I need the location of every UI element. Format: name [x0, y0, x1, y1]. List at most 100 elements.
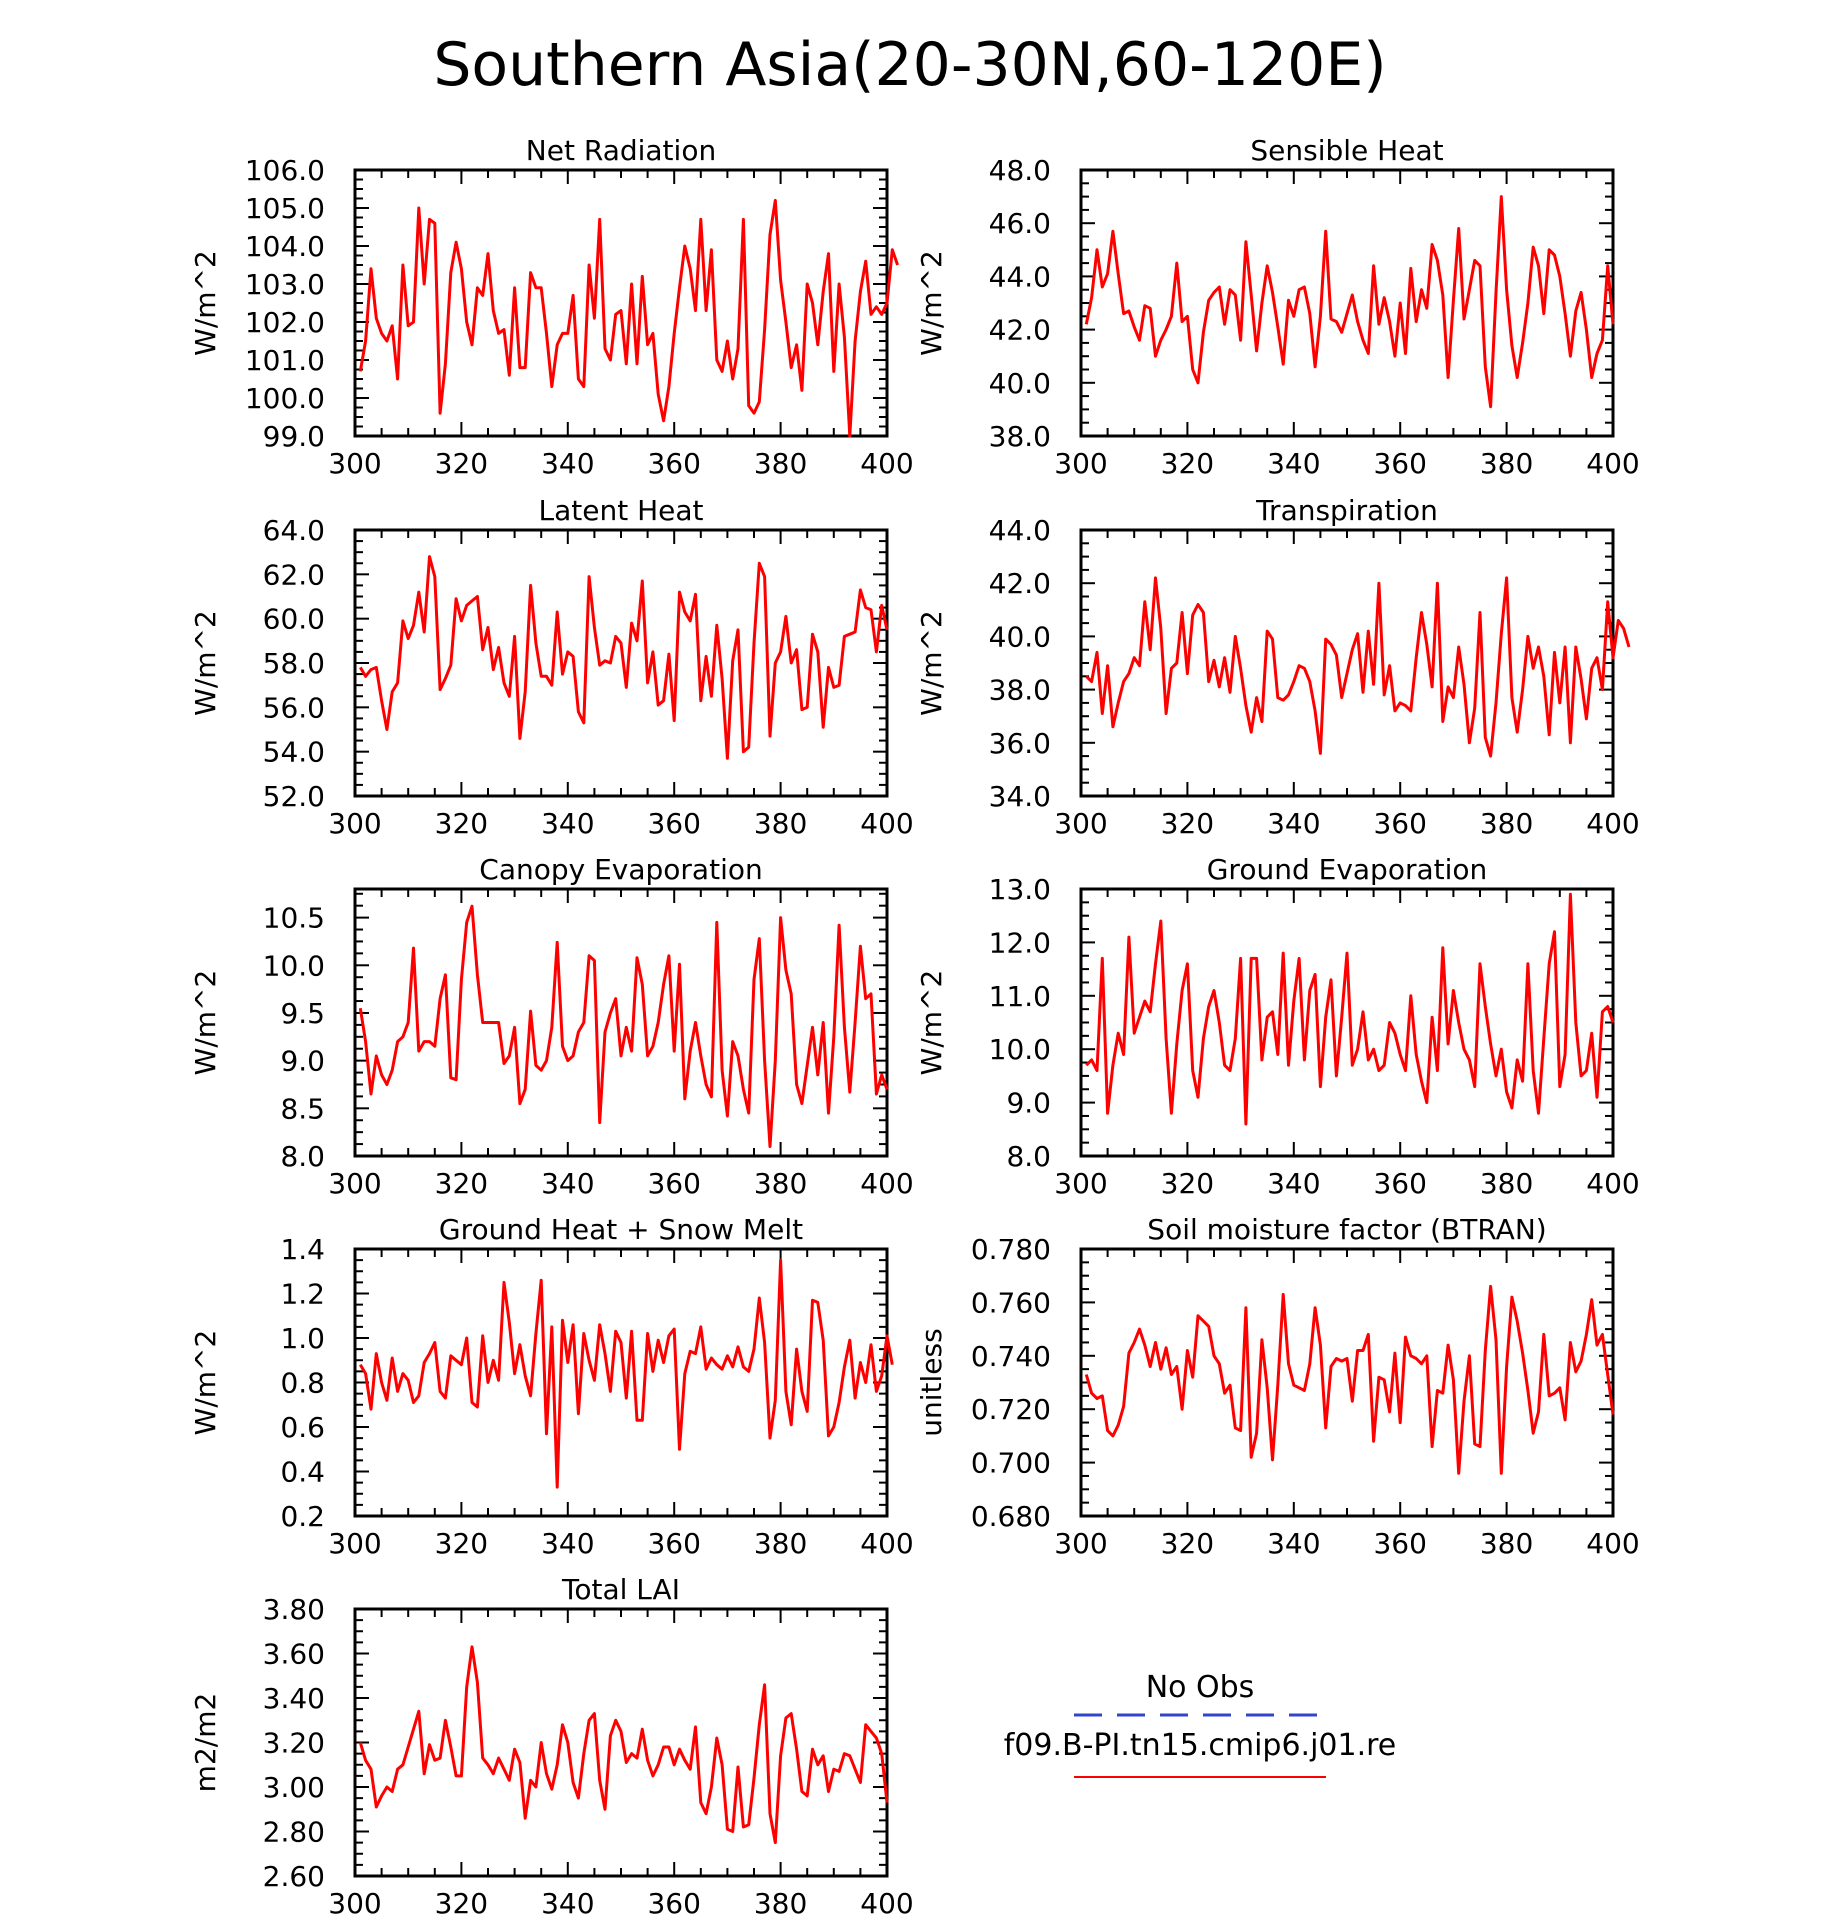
chart-title: Transpiration	[1255, 494, 1438, 527]
series-line	[1085, 576, 1631, 758]
x-tick-label: 340	[541, 807, 594, 840]
y-tick-label: 44.0	[989, 514, 1051, 547]
y-axis-label: W/m^2	[189, 1330, 222, 1436]
series-line	[358, 1645, 889, 1845]
figure-title: Southern Asia(20-30N,60-120E)	[433, 30, 1386, 100]
x-tick-label: 360	[1373, 447, 1426, 480]
y-tick-label: 2.60	[263, 1860, 325, 1893]
y-tick-label: 1.4	[280, 1233, 325, 1266]
y-tick-label: 60.0	[263, 603, 325, 636]
chart-panel: 300 320 340 360 380 400 34.0 36.0 38.0 40.0 42.0 44…	[915, 494, 1640, 840]
y-tick-label: 3.20	[263, 1727, 325, 1760]
y-axis-label: W/m^2	[189, 610, 222, 716]
y-tick-label: 100.0	[245, 382, 325, 415]
chart-panel: 300 320 340 360 380 400 8.0 9.0 10.0 11.0 12.0 13.0…	[915, 853, 1640, 1200]
x-tick-label: 340	[1267, 1167, 1320, 1200]
x-tick-label: 360	[647, 1527, 700, 1560]
y-tick-label: 99.0	[263, 420, 325, 453]
y-tick-label: 1.2	[280, 1278, 325, 1311]
x-tick-label: 300	[328, 447, 381, 480]
y-tick-label: 3.60	[263, 1638, 325, 1671]
y-tick-label: 0.680	[971, 1500, 1051, 1533]
y-tick-label: 12.0	[989, 926, 1051, 959]
y-tick-label: 38.0	[989, 420, 1051, 453]
series-line	[358, 904, 889, 1148]
x-tick-label: 400	[1586, 1167, 1639, 1200]
x-tick-label: 340	[1267, 447, 1320, 480]
y-tick-label: 1.0	[280, 1322, 325, 1355]
y-tick-label: 10.0	[989, 1033, 1051, 1066]
y-axis-label: unitless	[915, 1328, 948, 1436]
series-line	[359, 1258, 894, 1489]
y-tick-label: 0.760	[971, 1286, 1051, 1319]
y-tick-label: 0.2	[280, 1500, 325, 1533]
chart-title: Canopy Evaporation	[479, 853, 762, 886]
x-tick-label: 380	[754, 1527, 807, 1560]
y-tick-label: 0.8	[280, 1367, 325, 1400]
x-tick-label: 320	[435, 1887, 488, 1920]
legend-obs-label: No Obs	[1146, 1670, 1255, 1705]
x-tick-label: 300	[328, 1527, 381, 1560]
x-tick-label: 380	[754, 807, 807, 840]
y-tick-label: 0.740	[971, 1340, 1051, 1373]
y-tick-label: 10.5	[263, 902, 325, 935]
y-tick-label: 8.0	[1006, 1140, 1051, 1173]
y-tick-label: 0.780	[971, 1233, 1051, 1266]
x-tick-label: 380	[1480, 1527, 1533, 1560]
x-tick-label: 320	[1161, 1167, 1214, 1200]
y-tick-label: 0.720	[971, 1393, 1051, 1426]
y-tick-label: 34.0	[989, 780, 1051, 813]
x-tick-label: 360	[1373, 1167, 1426, 1200]
y-tick-label: 0.700	[971, 1447, 1051, 1480]
x-tick-label: 400	[1586, 807, 1639, 840]
x-tick-label: 400	[860, 807, 913, 840]
y-tick-label: 3.40	[263, 1682, 325, 1715]
x-tick-label: 380	[754, 1167, 807, 1200]
x-tick-label: 340	[541, 1527, 594, 1560]
y-tick-label: 3.80	[263, 1593, 325, 1626]
x-tick-label: 400	[1586, 1527, 1639, 1560]
y-tick-label: 8.0	[280, 1140, 325, 1173]
chart-title: Total LAI	[561, 1573, 680, 1606]
y-tick-label: 0.6	[280, 1411, 325, 1444]
plot-frame	[353, 887, 889, 1158]
y-tick-label: 11.0	[989, 980, 1051, 1013]
x-tick-label: 380	[754, 447, 807, 480]
plot-frame	[1079, 1247, 1615, 1518]
y-tick-label: 42.0	[989, 314, 1051, 347]
y-tick-label: 3.00	[263, 1771, 325, 1804]
y-tick-label: 40.0	[989, 367, 1051, 400]
x-tick-label: 400	[1586, 447, 1639, 480]
chart-title: Soil moisture factor (BTRAN)	[1147, 1213, 1546, 1246]
x-tick-label: 400	[860, 1887, 913, 1920]
y-tick-label: 54.0	[263, 736, 325, 769]
y-tick-label: 106.0	[245, 154, 325, 187]
y-tick-label: 64.0	[263, 514, 325, 547]
y-tick-label: 42.0	[989, 567, 1051, 600]
chart-panels: 300 320 340 360 380 400 99.0 100.0 101.0 102.0 103…	[189, 134, 1640, 1920]
y-tick-label: 40.0	[989, 620, 1051, 653]
series-line	[359, 555, 889, 760]
y-tick-label: 46.0	[989, 207, 1051, 240]
chart-panel: 300 320 340 360 380 400 2.60 2.80 3.00 3.20 3.40 3.…	[189, 1573, 914, 1920]
chart-panel: 300 320 340 360 380 400 52.0 54.0 56.0 58.0 60.0 62…	[189, 494, 914, 840]
x-tick-label: 320	[1161, 807, 1214, 840]
x-tick-label: 300	[328, 807, 381, 840]
y-tick-label: 56.0	[263, 691, 325, 724]
y-axis-label: m2/m2	[189, 1693, 222, 1793]
y-tick-label: 62.0	[263, 558, 325, 591]
x-tick-label: 300	[328, 1167, 381, 1200]
y-tick-label: 9.0	[1006, 1087, 1051, 1120]
x-tick-label: 340	[1267, 1527, 1320, 1560]
y-axis-label: W/m^2	[915, 250, 948, 356]
y-axis-label: W/m^2	[189, 970, 222, 1076]
y-tick-label: 103.0	[245, 268, 325, 301]
x-tick-label: 340	[541, 1167, 594, 1200]
x-tick-label: 320	[435, 447, 488, 480]
x-tick-label: 400	[860, 1527, 913, 1560]
x-tick-label: 360	[1373, 1527, 1426, 1560]
chart-panel: 300 320 340 360 380 400 0.680 0.700 0.720 0.740 0.…	[915, 1213, 1640, 1560]
y-tick-label: 9.5	[280, 997, 325, 1030]
x-tick-label: 360	[647, 447, 700, 480]
